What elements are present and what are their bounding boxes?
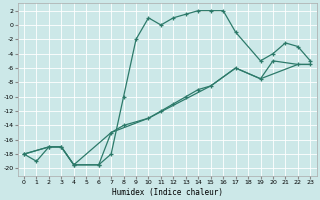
X-axis label: Humidex (Indice chaleur): Humidex (Indice chaleur) (112, 188, 223, 197)
